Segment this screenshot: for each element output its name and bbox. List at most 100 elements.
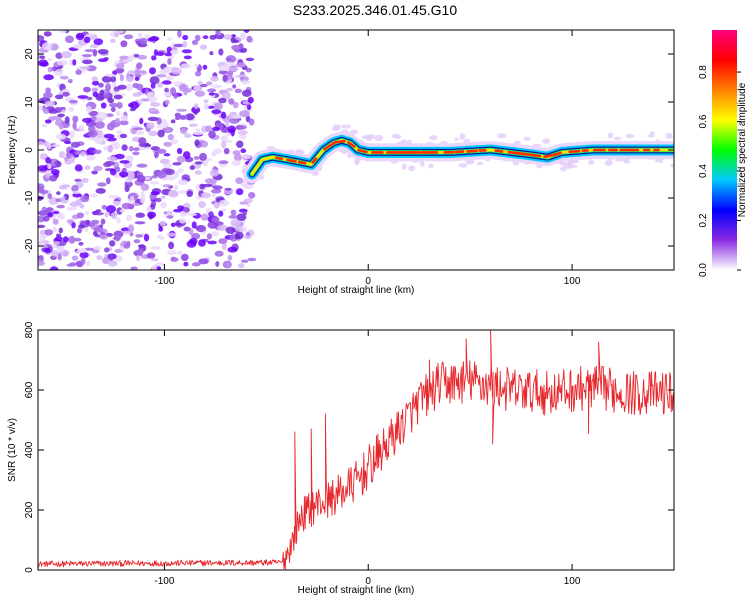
noise-blob [247, 258, 256, 261]
noise-blob [114, 235, 121, 242]
noise-blob [105, 74, 116, 77]
noise-blob [212, 216, 220, 222]
noise-blob [134, 239, 141, 243]
snr-y-axis-label: SNR (10 * v/v) [7, 418, 18, 482]
noise-blob [120, 40, 127, 47]
noise-blob [183, 262, 188, 267]
noise-blob [56, 134, 66, 140]
noise-blob [193, 86, 202, 91]
noise-blob [181, 63, 192, 68]
noise-blob [35, 183, 44, 190]
snr-y-tick-label: 800 [24, 321, 35, 338]
noise-blob [221, 141, 226, 149]
noise-blob [214, 202, 220, 209]
noise-blob [53, 241, 60, 245]
noise-blob [96, 188, 106, 194]
noise-blob [82, 178, 89, 183]
noise-blob [184, 227, 191, 232]
noise-blob [235, 177, 243, 184]
noise-blob [171, 67, 179, 70]
track-peak-segment [519, 153, 528, 154]
noise-blob [232, 84, 236, 88]
noise-halo-blob [460, 133, 466, 140]
noise-blob [151, 258, 159, 261]
noise-blob [119, 160, 129, 164]
noise-blob [54, 161, 58, 167]
noise-blob [47, 58, 53, 61]
noise-blob [198, 201, 206, 208]
noise-blob [139, 118, 143, 125]
noise-blob [225, 188, 232, 191]
noise-blob [168, 191, 179, 198]
snr-y-tick-label: 400 [24, 441, 35, 458]
noise-blob [236, 213, 246, 221]
noise-blob [215, 261, 219, 267]
noise-blob [107, 157, 117, 161]
snr-x-axis-label: Height of straight line (km) [298, 585, 415, 596]
noise-blob [238, 125, 247, 129]
noise-blob [78, 242, 83, 246]
noise-blob [53, 219, 59, 225]
noise-blob [52, 211, 59, 214]
noise-blob [90, 44, 99, 48]
noise-blob [135, 234, 143, 238]
noise-blob [218, 98, 226, 104]
noise-blob [95, 212, 104, 215]
noise-blob [136, 164, 147, 168]
noise-blob [116, 102, 122, 109]
noise-blob [86, 261, 90, 266]
noise-blob [225, 262, 231, 267]
noise-blob [68, 107, 74, 112]
noise-blob [184, 56, 192, 60]
noise-blob [160, 159, 170, 164]
noise-blob [171, 119, 176, 123]
noise-halo-blob [455, 137, 459, 140]
noise-blob [195, 63, 199, 68]
noise-blob [194, 156, 200, 160]
spectrogram-x-tick-label: -100 [154, 276, 174, 287]
noise-blob [116, 63, 124, 69]
noise-blob [241, 260, 248, 263]
track-peak-segment [456, 152, 463, 153]
track-peak-segment [529, 155, 540, 157]
noise-blob [139, 38, 147, 45]
noise-blob [57, 246, 65, 252]
noise-blob [207, 233, 212, 239]
noise-blob [86, 155, 96, 161]
noise-blob [183, 88, 187, 95]
noise-blob [201, 192, 211, 198]
noise-blob [115, 118, 120, 124]
track-peak-segment [336, 141, 345, 142]
snr-y-tick-label: 0 [24, 567, 35, 573]
noise-blob [88, 130, 98, 138]
noise-blob [137, 175, 146, 182]
noise-blob [178, 115, 188, 120]
noise-blob [208, 211, 214, 216]
noise-blob [119, 171, 128, 177]
spectrogram-x-tick-label: 100 [564, 276, 581, 287]
noise-blob [243, 226, 247, 233]
noise-halo-blob [477, 162, 484, 165]
noise-halo-blob [402, 163, 407, 170]
noise-halo-blob [625, 134, 634, 138]
noise-halo-blob [614, 137, 622, 140]
noise-blob [180, 128, 187, 135]
noise-blob [124, 34, 133, 39]
noise-blob [159, 69, 169, 74]
noise-blob [238, 263, 245, 268]
spectrogram-panel: -100 0 100 -20 -10 0 10 20 Height of str… [7, 27, 675, 296]
noise-blob [167, 58, 171, 65]
noise-blob [117, 131, 123, 135]
noise-blob [186, 191, 193, 197]
noise-blob [108, 260, 118, 267]
noise-blob [182, 174, 190, 179]
noise-blob [159, 221, 166, 226]
noise-blob [195, 170, 202, 175]
noise-blob [204, 103, 209, 110]
noise-blob [42, 42, 52, 50]
noise-blob [95, 209, 101, 212]
noise-blob [243, 155, 252, 159]
track-peak-segment [496, 151, 502, 152]
noise-blob [73, 45, 82, 49]
noise-blob [48, 67, 53, 73]
